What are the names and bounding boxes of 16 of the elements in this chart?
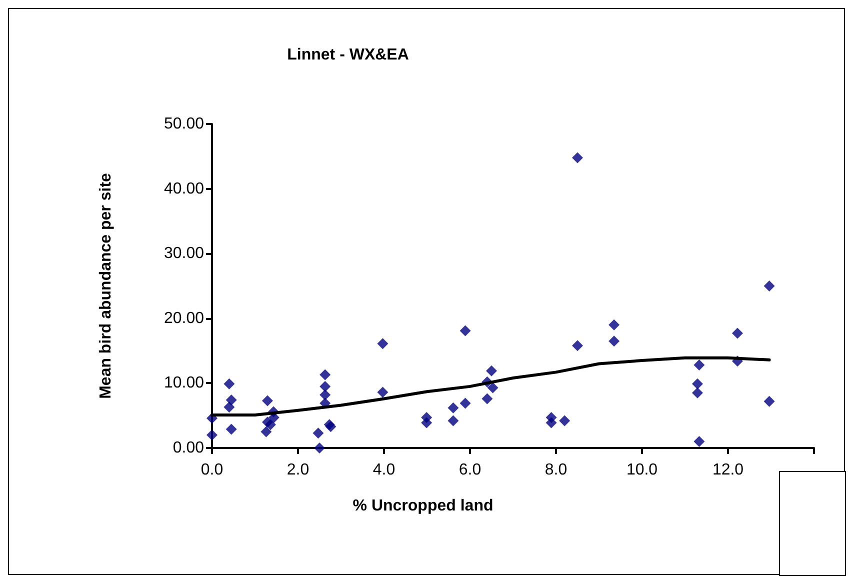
y-axis-title: Mean bird abundance per site <box>98 172 114 399</box>
x-tick-label: 4.0 <box>372 462 396 478</box>
x-tick-label: 6.0 <box>458 462 482 478</box>
x-tick-label: 0.0 <box>200 462 224 478</box>
y-tick-label: 20.00 <box>164 310 204 327</box>
y-tick-label: 10.00 <box>164 374 204 392</box>
y-tick-label: 40.00 <box>164 180 204 198</box>
x-tick-label: 8.0 <box>544 462 568 478</box>
chart-title: Linnet - WX&EA <box>287 46 410 64</box>
x-axis-title: % Uncropped land <box>352 498 494 514</box>
x-tick-label: 12.0 <box>712 462 744 478</box>
x-tick-label: 2.0 <box>286 462 310 478</box>
x-tick-label: 10.0 <box>626 462 658 478</box>
y-tick-label: 30.00 <box>164 245 204 262</box>
y-tick-label: 50.00 <box>164 116 204 132</box>
y-tick-label: 0.00 <box>172 440 204 456</box>
